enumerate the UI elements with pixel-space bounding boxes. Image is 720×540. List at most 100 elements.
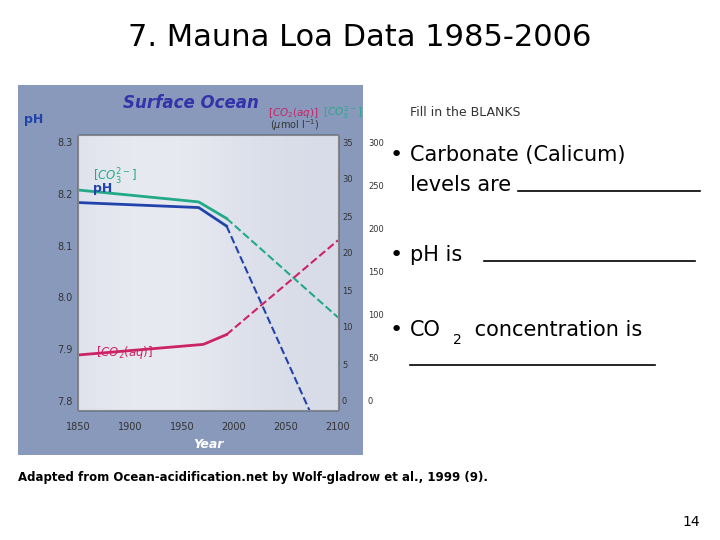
Bar (160, 135, 161, 410)
Bar (263, 135, 264, 410)
Text: Fill in the BLANKS: Fill in the BLANKS (410, 105, 521, 118)
Bar (80, 135, 81, 410)
Bar (296, 135, 297, 410)
Bar (105, 135, 106, 410)
Text: Adapted from Ocean-acidification.net by Wolf-gladrow et al., 1999 (9).: Adapted from Ocean-acidification.net by … (18, 471, 488, 484)
Bar (157, 135, 158, 410)
Bar (96, 135, 97, 410)
Bar (281, 135, 282, 410)
Bar (129, 135, 130, 410)
Bar (290, 135, 291, 410)
Bar (329, 135, 330, 410)
Bar (120, 135, 121, 410)
Bar (137, 135, 138, 410)
Text: 35: 35 (342, 138, 353, 147)
Bar (110, 135, 111, 410)
Bar (278, 135, 279, 410)
Bar (274, 135, 275, 410)
Bar (268, 135, 269, 410)
Bar (260, 135, 261, 410)
Bar (253, 135, 254, 410)
Text: 250: 250 (368, 181, 384, 191)
Bar (324, 135, 325, 410)
Bar (321, 135, 322, 410)
Bar (162, 135, 163, 410)
Bar (79, 135, 80, 410)
Bar (159, 135, 160, 410)
Bar (84, 135, 85, 410)
Bar (220, 135, 221, 410)
Bar (185, 135, 186, 410)
Bar (317, 135, 318, 410)
Bar (335, 135, 336, 410)
Bar (237, 135, 238, 410)
Text: 30: 30 (342, 176, 353, 185)
Bar (293, 135, 294, 410)
Bar (284, 135, 285, 410)
Text: levels are: levels are (410, 175, 511, 195)
Bar (249, 135, 250, 410)
Bar (125, 135, 126, 410)
Bar (102, 135, 103, 410)
Bar (282, 135, 283, 410)
Bar (238, 135, 239, 410)
Bar (132, 135, 133, 410)
Bar (323, 135, 324, 410)
Bar (206, 135, 207, 410)
Text: 100: 100 (368, 311, 384, 320)
Bar (165, 135, 166, 410)
Bar (264, 135, 265, 410)
Text: CO: CO (410, 320, 441, 340)
Bar (101, 135, 102, 410)
Text: 10: 10 (342, 323, 353, 333)
Bar (92, 135, 93, 410)
Bar (91, 135, 92, 410)
Bar (262, 135, 263, 410)
Bar (302, 135, 303, 410)
Bar (214, 135, 215, 410)
Bar (231, 135, 232, 410)
Bar (117, 135, 118, 410)
Text: 50: 50 (368, 354, 379, 363)
Text: 8.3: 8.3 (58, 138, 73, 148)
Bar (320, 135, 321, 410)
Bar (142, 135, 143, 410)
Bar (316, 135, 317, 410)
Bar (208, 135, 209, 410)
Text: 1950: 1950 (170, 422, 194, 432)
Bar (150, 135, 151, 410)
Bar (134, 135, 135, 410)
Bar (196, 135, 197, 410)
Bar (222, 135, 223, 410)
Bar (229, 135, 230, 410)
Bar (221, 135, 222, 410)
Bar (78, 135, 338, 410)
Bar (175, 135, 176, 410)
Bar (315, 135, 316, 410)
Bar (99, 135, 100, 410)
Bar (145, 135, 146, 410)
Bar (124, 135, 125, 410)
Bar (85, 135, 86, 410)
Bar (269, 135, 270, 410)
Bar (205, 135, 206, 410)
Bar (246, 135, 247, 410)
Text: $[CO_3^{2-}]$: $[CO_3^{2-}]$ (323, 105, 362, 122)
Bar (163, 135, 164, 410)
Bar (277, 135, 278, 410)
Bar (292, 135, 293, 410)
Text: $[CO_3^{2-}]$: $[CO_3^{2-}]$ (93, 167, 138, 187)
Bar (286, 135, 287, 410)
Bar (18, 85, 363, 455)
Bar (213, 135, 214, 410)
Bar (308, 135, 309, 410)
Bar (186, 135, 187, 410)
Text: 2050: 2050 (274, 422, 298, 432)
Bar (98, 135, 99, 410)
Bar (285, 135, 286, 410)
Bar (143, 135, 144, 410)
Bar (179, 135, 180, 410)
Bar (254, 135, 255, 410)
Bar (93, 135, 94, 410)
Bar (313, 135, 314, 410)
